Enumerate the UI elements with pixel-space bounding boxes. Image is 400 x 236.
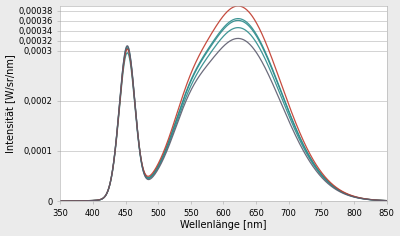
Y-axis label: Intensität [W/sr/nm]: Intensität [W/sr/nm]: [6, 54, 16, 153]
X-axis label: Wellenlänge [nm]: Wellenlänge [nm]: [180, 220, 267, 230]
